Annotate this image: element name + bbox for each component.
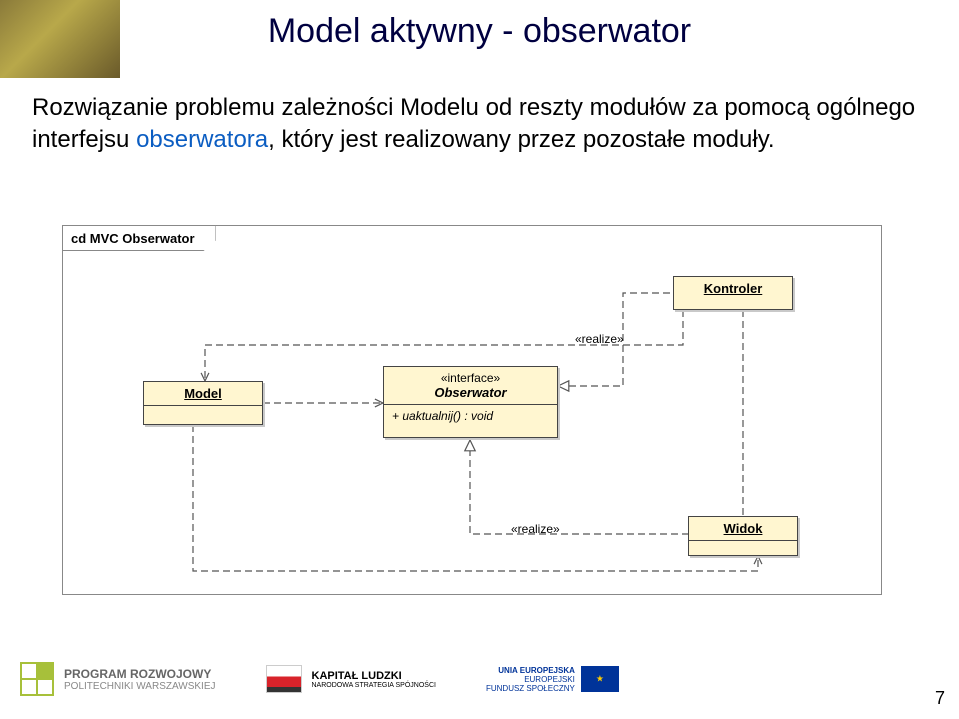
- kapital-icon: [266, 665, 302, 693]
- obserwator-stereotype: «interface»: [384, 367, 557, 385]
- uml-class-model: Model: [143, 381, 263, 425]
- realize-label-1: «realize»: [575, 332, 624, 346]
- uml-interface-obserwator: «interface» Obserwator + uaktualnij() : …: [383, 366, 558, 438]
- logo-eu: UNIA EUROPEJSKA EUROPEJSKI FUNDUSZ SPOŁE…: [486, 666, 619, 693]
- kapital-subtext: NARODOWA STRATEGIA SPÓJNOŚCI: [312, 682, 436, 689]
- program-icon: [20, 662, 54, 696]
- diagram-frame-label: cd MVC Obserwator: [62, 225, 216, 251]
- kontroler-label: Kontroler: [674, 277, 792, 300]
- kapital-text: KAPITAŁ LUDZKI: [312, 670, 436, 682]
- realize-label-2: «realize»: [511, 522, 560, 536]
- eu-flag-icon: [581, 666, 619, 692]
- page-number: 7: [935, 688, 945, 709]
- widok-label: Widok: [689, 517, 797, 540]
- body-suffix: , który jest realizowany przez pozostałe…: [268, 126, 774, 153]
- eu-text-1: UNIA EUROPEJSKA: [486, 666, 575, 675]
- obserwator-label: Obserwator: [384, 385, 557, 404]
- slide-title: Model aktywny - obserwator: [0, 12, 959, 51]
- logo-kapital-ludzki: KAPITAŁ LUDZKI NARODOWA STRATEGIA SPÓJNO…: [266, 665, 436, 693]
- body-paragraph: Rozwiązanie problemu zależności Modelu o…: [32, 92, 927, 157]
- model-label: Model: [144, 382, 262, 405]
- uml-class-kontroler: Kontroler: [673, 276, 793, 310]
- footer-bar: PROGRAM ROZWOJOWY POLITECHNIKI WARSZAWSK…: [0, 639, 959, 719]
- uml-diagram-frame: cd MVC Obserwator Kontroler Model «inter…: [62, 225, 882, 595]
- program-subtext: POLITECHNIKI WARSZAWSKIEJ: [64, 681, 216, 692]
- logo-program-rozwojowy: PROGRAM ROZWOJOWY POLITECHNIKI WARSZAWSK…: [20, 662, 216, 696]
- eu-text-3: FUNDUSZ SPOŁECZNY: [486, 684, 575, 693]
- body-highlight: obserwatora: [136, 126, 268, 153]
- eu-text-2: EUROPEJSKI: [486, 675, 575, 684]
- obserwator-members: + uaktualnij() : void: [384, 405, 557, 427]
- uml-class-widok: Widok: [688, 516, 798, 556]
- program-text: PROGRAM ROZWOJOWY: [64, 667, 216, 681]
